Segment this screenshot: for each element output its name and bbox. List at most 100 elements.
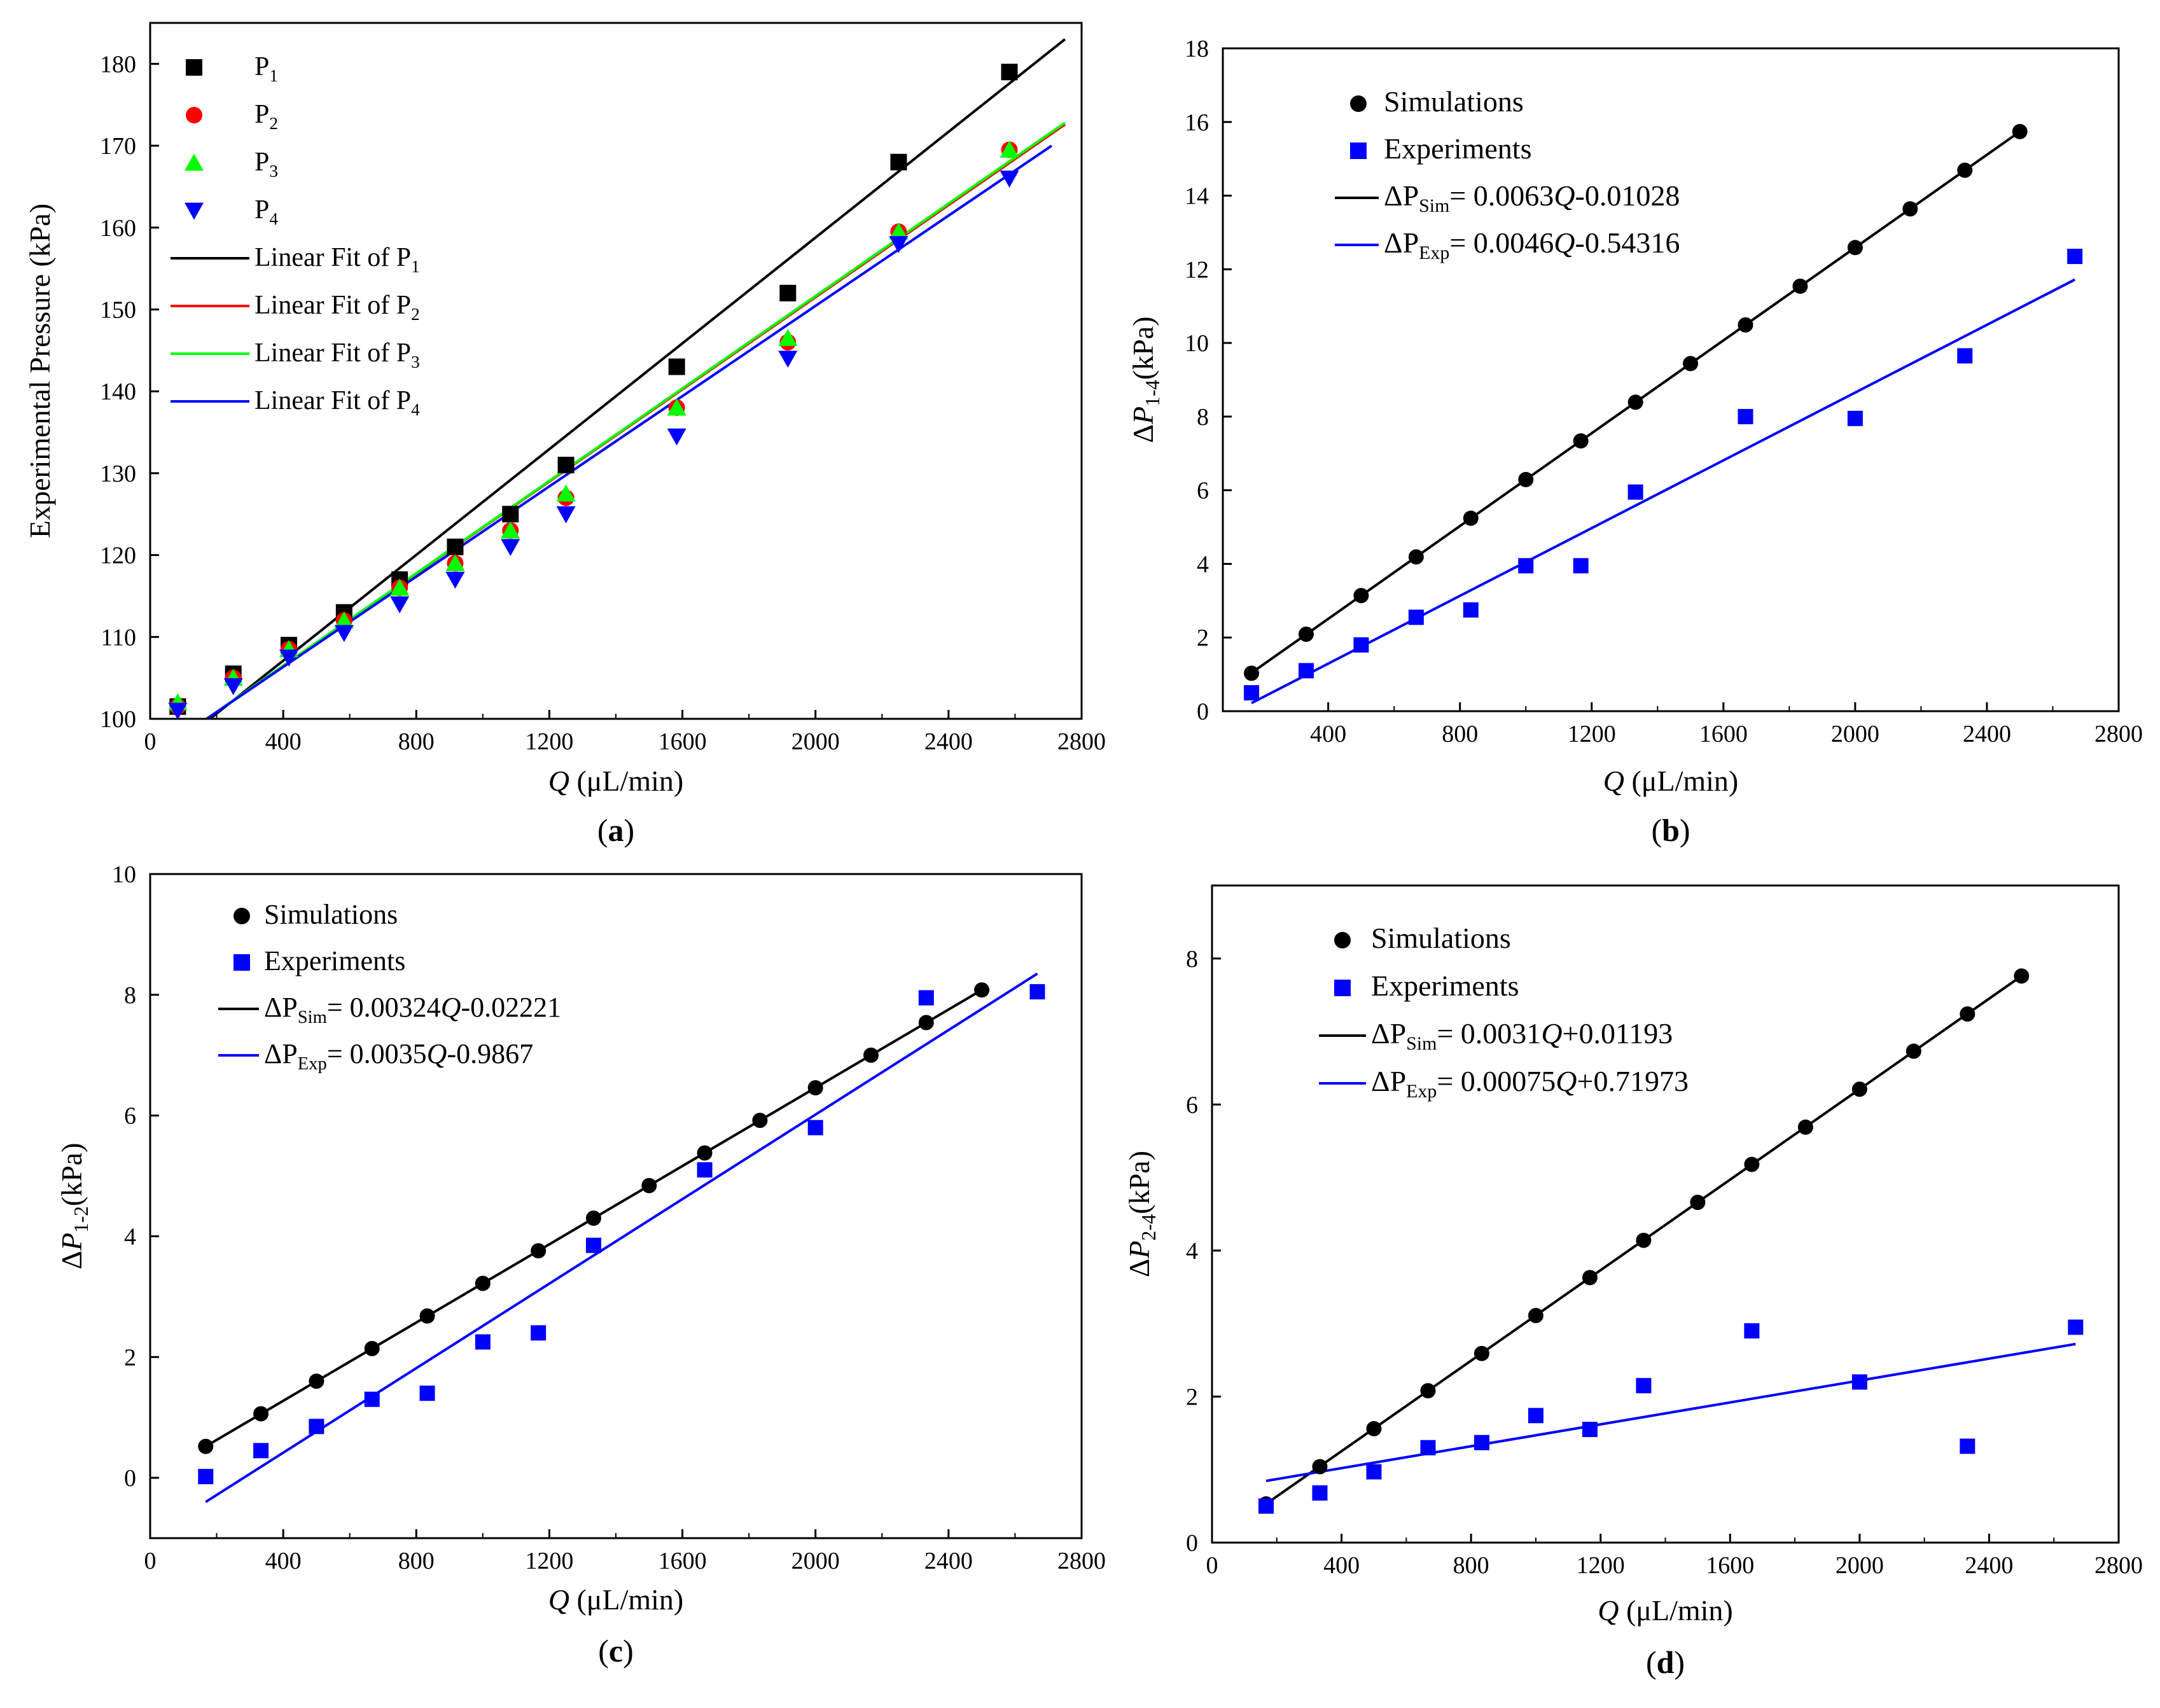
data-point-s4-11 [889, 236, 909, 253]
x-tick-label: 1200 [525, 1548, 573, 1574]
data-point-s2-12 [1029, 984, 1045, 1000]
data-point-s4-1 [168, 702, 188, 720]
data-point-s1-11 [752, 1113, 768, 1128]
data-point-s2-4 [1420, 1440, 1436, 1455]
data-point-s3-12 [1000, 141, 1019, 158]
y-axis-label: Experimental Pressure (kPa) [24, 204, 56, 538]
panel-label: (c) [598, 1633, 634, 1669]
data-point-s2-2 [253, 1443, 269, 1459]
y-tick-label: 110 [101, 624, 136, 651]
data-point-s1-1 [1244, 665, 1260, 681]
data-point-s1-11 [1797, 1119, 1813, 1135]
x-tick-label: 1600 [1699, 721, 1748, 747]
chart-panel-3: 0 400 800 1200 1600 2000 2400 2800 0 2 4 6 8 10 Q (μL/… [55, 861, 1106, 1669]
data-point-s2-5 [1463, 602, 1479, 618]
data-point-s1-7 [502, 506, 519, 523]
data-point-s3-4 [334, 611, 354, 628]
data-point-s1-5 [419, 1308, 435, 1324]
plot-frame [149, 22, 1083, 720]
data-point-s2-7 [1573, 558, 1589, 574]
data-point-s2-4 [364, 1391, 380, 1407]
data-point-s4-4 [334, 625, 354, 642]
legend-marker [233, 954, 250, 971]
legend-label: ΔPSim= 0.00324Q-0.02221 [264, 992, 561, 1027]
data-point-s1-3 [309, 1373, 324, 1389]
legend-label: Simulations [1384, 85, 1524, 118]
y-tick-label: 2 [1197, 625, 1209, 651]
legend-label: P2 [254, 100, 278, 133]
y-tick-label: 170 [100, 133, 136, 160]
x-tick-label: 1600 [1706, 1552, 1754, 1579]
legend: Simulations Experiments ΔPSim= 0.00324Q-0.… [218, 899, 561, 1074]
x-axis-label: Q (μL/min) [548, 1583, 683, 1616]
data-point-s1-13 [1902, 201, 1918, 217]
legend-label: Experiments [1371, 969, 1519, 1002]
x-tick-label: 2800 [2094, 1552, 2143, 1579]
data-point-s1-6 [447, 538, 464, 555]
data-point-s1-7 [531, 1243, 547, 1259]
data-point-s1-15 [2012, 123, 2028, 139]
data-point-s1-12 [1847, 240, 1863, 256]
x-tick-label: 400 [265, 728, 302, 755]
x-axis-label: Q (μL/min) [1598, 1594, 1732, 1627]
data-point-s1-3 [1353, 588, 1369, 604]
data-point-s1-5 [1474, 1345, 1489, 1361]
data-point-s2-3 [1353, 637, 1369, 653]
data-point-s3-8 [556, 484, 576, 502]
legend-marker [185, 202, 204, 220]
data-point-s2-9 [1744, 1323, 1760, 1339]
y-tick-label: 180 [100, 51, 136, 78]
x-tick-label: 800 [1442, 721, 1478, 747]
y-tick-label: 8 [1186, 946, 1198, 973]
x-tick-label: 400 [1310, 721, 1346, 747]
data-point-s4-5 [390, 596, 410, 614]
data-point-s2-5 [1474, 1434, 1489, 1450]
data-point-s1-12 [1851, 1081, 1867, 1097]
data-point-s1-10 [1738, 317, 1753, 333]
data-point-s1-15 [974, 982, 990, 998]
data-point-s1-13 [1906, 1043, 1921, 1059]
fit-line-2 [1265, 1342, 2076, 1482]
data-point-s2-9 [697, 1162, 713, 1178]
data-point-s2-6 [1518, 558, 1534, 574]
data-point-s2-8 [1627, 484, 1643, 500]
y-tick-label: 6 [124, 1103, 136, 1130]
x-tick-label: 2400 [924, 728, 973, 755]
y-tick-label: 140 [100, 378, 136, 405]
y-tick-label: 0 [124, 1465, 136, 1492]
data-point-s2-1 [198, 1469, 214, 1485]
data-point-s2-10 [807, 1120, 823, 1135]
x-tick-label: 2800 [1057, 728, 1106, 755]
data-point-s2-4 [1408, 609, 1424, 625]
y-tick-label: 14 [1185, 183, 1209, 210]
data-point-s4-10 [778, 351, 798, 368]
data-point-s1-14 [1957, 162, 1973, 178]
x-tick-label: 1200 [1577, 1552, 1625, 1579]
data-point-s1-9 [1683, 356, 1699, 371]
data-point-s1-8 [585, 1210, 601, 1226]
legend-marker [1334, 980, 1351, 996]
x-tick-label: 800 [1453, 1552, 1489, 1579]
panel-label: (b) [1651, 812, 1690, 848]
x-tick-label: 2000 [791, 1548, 840, 1574]
data-point-s1-13 [863, 1047, 879, 1063]
data-point-s1-11 [1792, 278, 1808, 294]
x-tick-label: 400 [265, 1548, 302, 1574]
legend: Simulations Experiments ΔPSim= 0.0031Q+0.0… [1319, 922, 1689, 1102]
data-point-s3-5 [390, 578, 410, 596]
x-tick-label: 1600 [658, 1548, 707, 1574]
data-point-s2-2 [1312, 1485, 1328, 1501]
y-tick-label: 2 [124, 1344, 136, 1371]
data-point-s1-10 [697, 1145, 713, 1161]
x-tick-label: 800 [398, 1548, 435, 1574]
data-point-s1-7 [1582, 1270, 1598, 1286]
x-tick-label: 1600 [658, 728, 707, 755]
data-point-s1-2 [1298, 627, 1314, 642]
data-point-s1-4 [364, 1340, 380, 1356]
y-axis-label: ΔP1-4(kPa) [1127, 316, 1164, 443]
x-tick-label: 2400 [924, 1548, 973, 1574]
data-point-s3-11 [889, 222, 909, 240]
legend-marker [185, 153, 204, 171]
x-tick-label: 1200 [1568, 721, 1616, 747]
legend-label: Simulations [1371, 922, 1511, 954]
